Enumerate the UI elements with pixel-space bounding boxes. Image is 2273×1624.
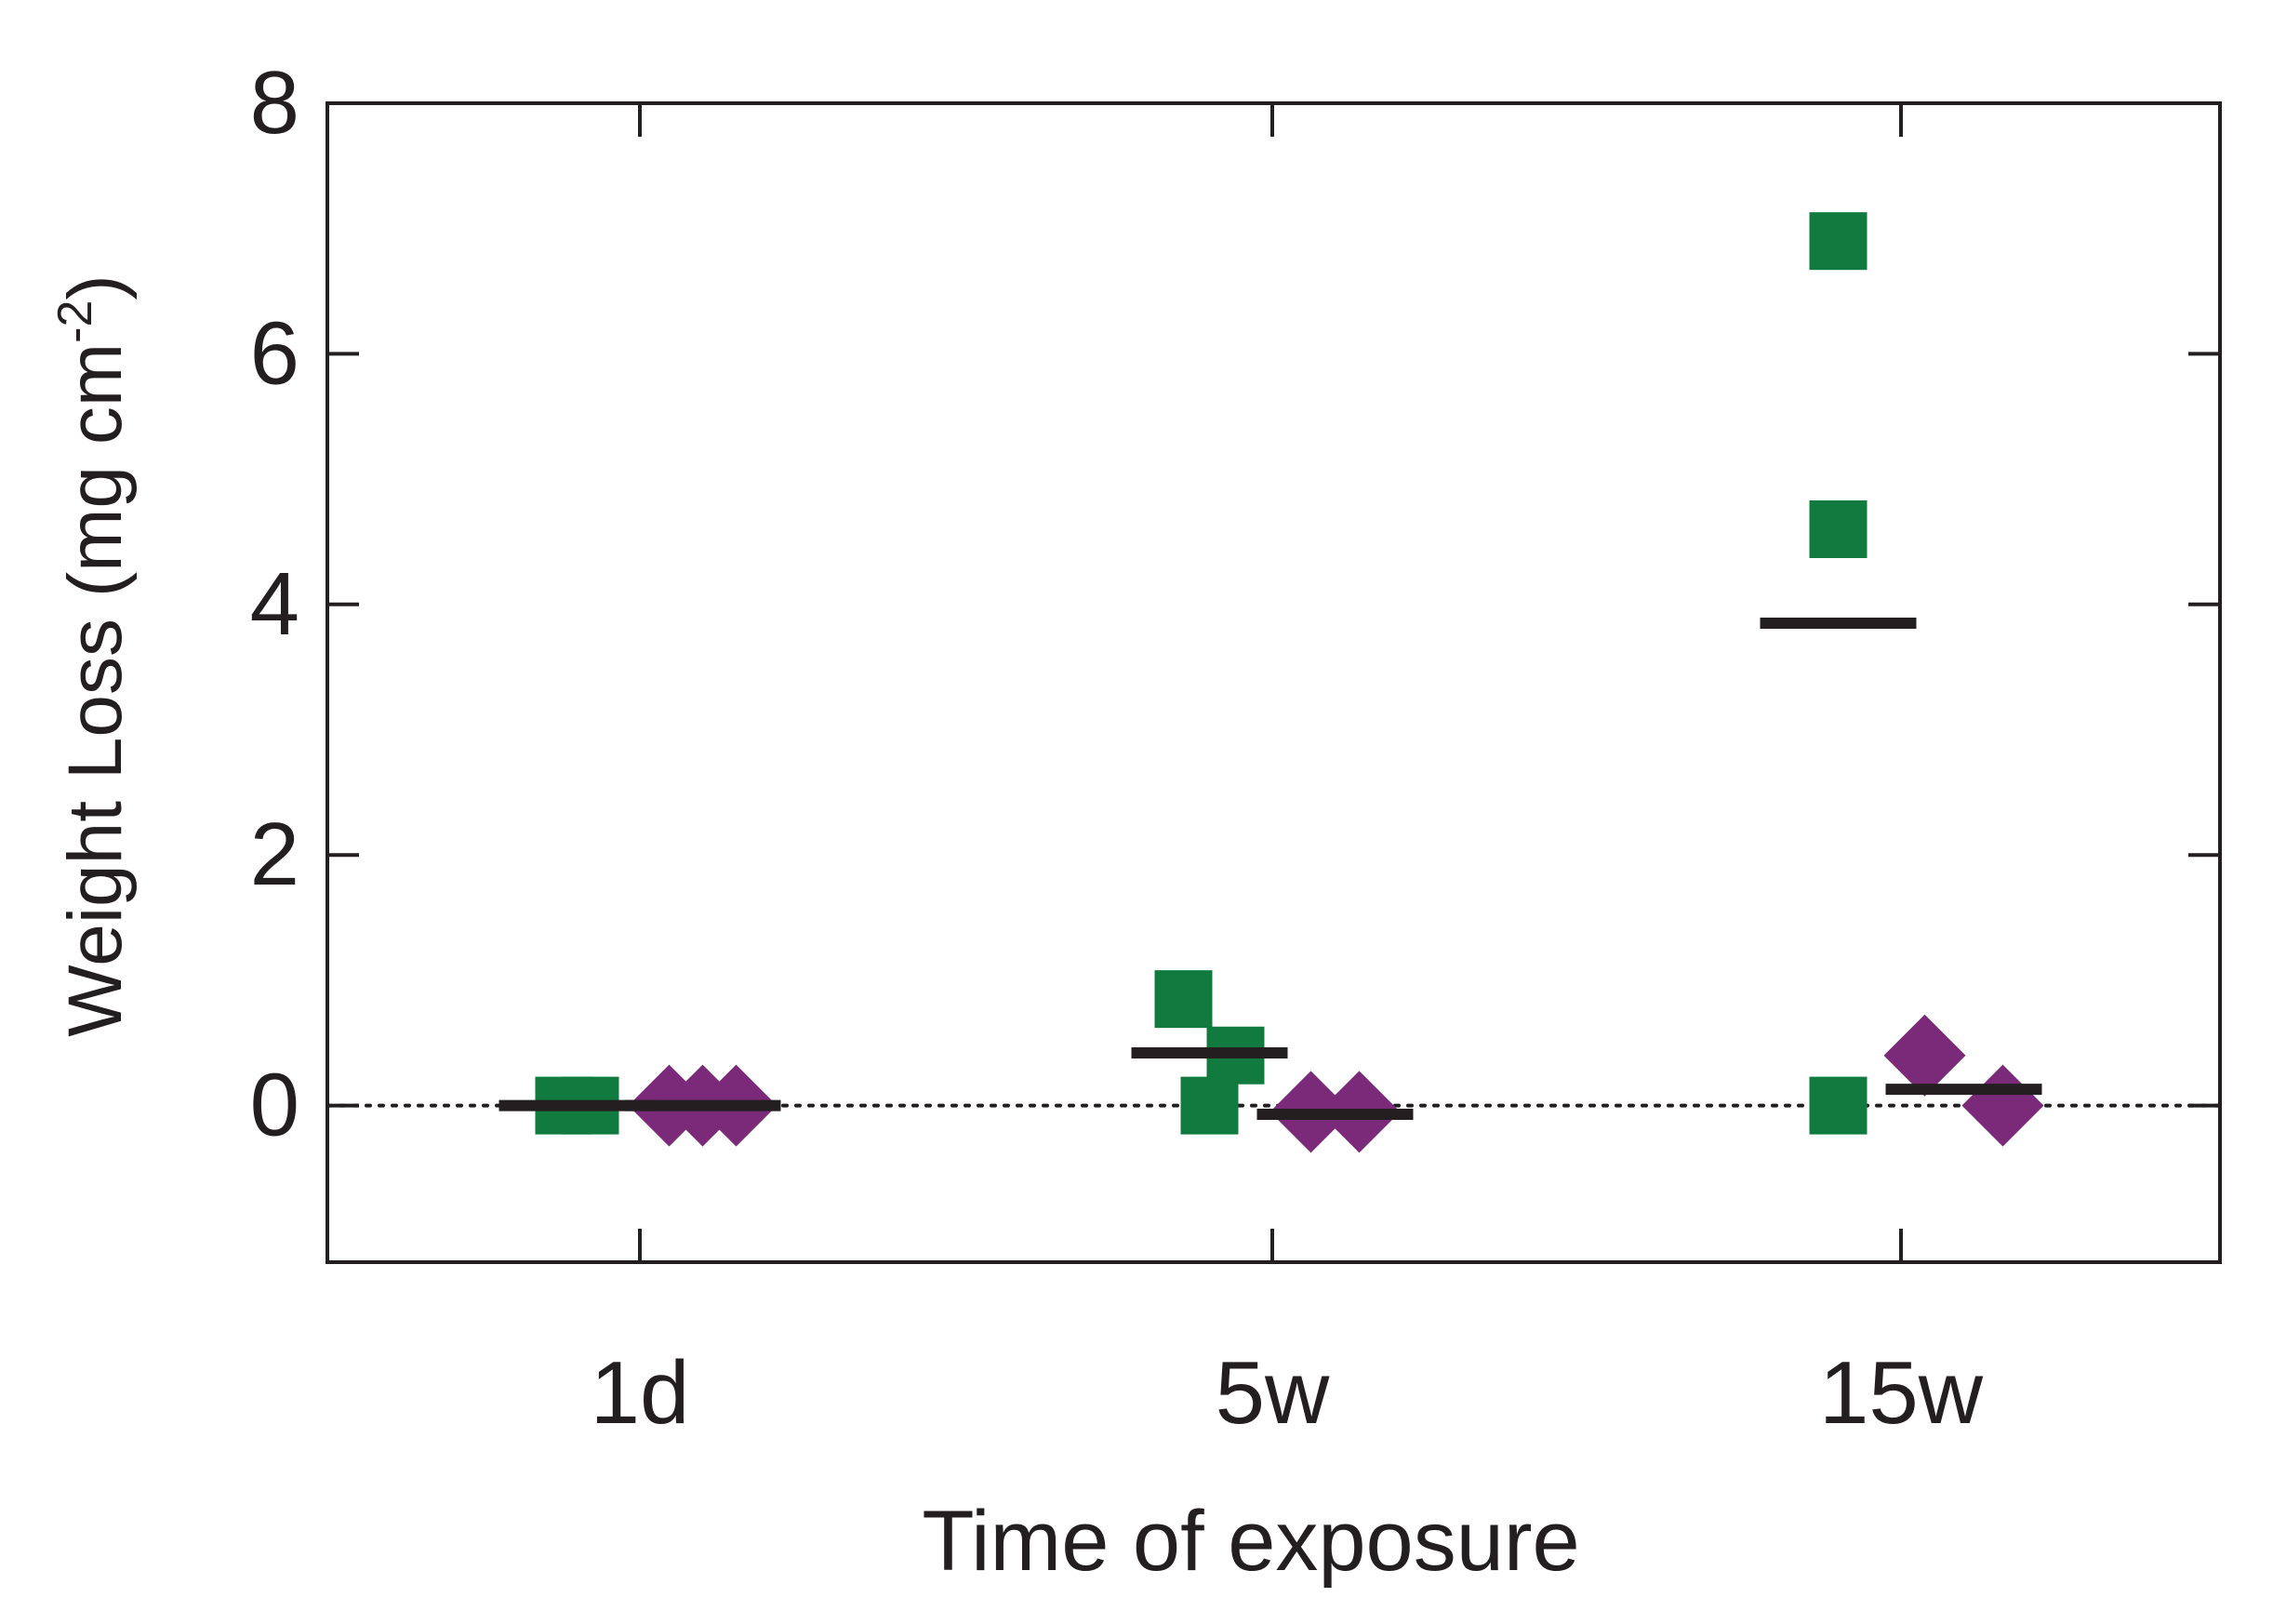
axes: 0 2 4 6 8 1d 5w 15w [250,53,2222,1443]
y-tick-label: 4 [250,554,299,654]
y-tick-label: 8 [250,53,299,153]
y-axis-title-superscript: -2 [48,300,102,343]
y-axis-title: Weight Loss (mg cm-2) [48,274,138,1036]
y-tick-label: 6 [250,303,299,403]
x-tick-label: 1d [591,1343,690,1443]
data-point-diamond [1961,1064,2044,1147]
plot-area [326,212,2222,1153]
y-axis-title-close: ) [53,274,138,300]
y-axis-title-main: Weight Loss (mg cm [53,343,138,1037]
data-point-square [1180,1076,1239,1135]
data-point-square [1154,970,1213,1029]
data-point-square [1809,212,1868,271]
y-tick-label: 2 [250,805,299,904]
x-tick-label: 5w [1216,1343,1330,1443]
x-tick-label: 15w [1819,1343,1984,1443]
data-point-diamond [1883,1014,1966,1097]
data-point-square [1809,1076,1868,1135]
data-point-square [1809,499,1868,558]
x-axis-title: Time of exposure [922,1494,1579,1589]
y-tick-label: 0 [250,1056,299,1155]
